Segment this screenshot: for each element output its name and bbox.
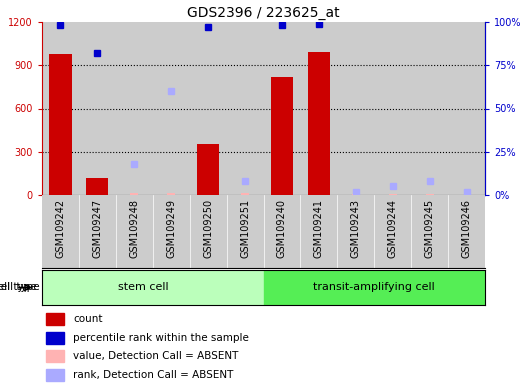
Bar [116, 22, 153, 195]
Bar [47, 332, 64, 344]
Bar [153, 195, 190, 268]
Text: GSM109242: GSM109242 [55, 199, 65, 258]
Bar [49, 55, 72, 195]
Text: GSM109251: GSM109251 [240, 199, 250, 258]
Bar [153, 22, 190, 195]
Text: GSM109247: GSM109247 [93, 199, 103, 258]
Text: GSM109246: GSM109246 [461, 199, 472, 258]
Text: GSM109248: GSM109248 [129, 199, 139, 258]
Text: cell type: cell type [0, 283, 40, 293]
Bar [42, 270, 264, 305]
Bar [226, 22, 264, 195]
Bar [116, 195, 153, 268]
Bar [190, 195, 226, 268]
Text: value, Detection Call = ABSENT: value, Detection Call = ABSENT [73, 351, 238, 361]
Bar [374, 195, 411, 268]
Bar [300, 195, 337, 268]
Bar [47, 350, 64, 362]
Text: count: count [73, 314, 103, 324]
Bar [79, 22, 116, 195]
Bar [130, 193, 138, 195]
Bar [264, 22, 300, 195]
Bar [308, 52, 330, 195]
Bar [264, 195, 300, 268]
Bar [374, 22, 411, 195]
Bar [426, 194, 434, 195]
Text: GSM109249: GSM109249 [166, 199, 176, 258]
Bar [47, 313, 64, 325]
Bar [226, 195, 264, 268]
Text: stem cell: stem cell [118, 283, 169, 293]
Bar [79, 195, 116, 268]
Bar [264, 270, 485, 305]
Bar [411, 195, 448, 268]
Title: GDS2396 / 223625_at: GDS2396 / 223625_at [187, 6, 340, 20]
Bar [197, 144, 219, 195]
Bar [47, 369, 64, 381]
Bar [411, 22, 448, 195]
Bar [448, 195, 485, 268]
Text: percentile rank within the sample: percentile rank within the sample [73, 333, 249, 343]
Bar [389, 194, 396, 195]
Text: GSM109250: GSM109250 [203, 199, 213, 258]
Bar [167, 193, 175, 195]
Text: rank, Detection Call = ABSENT: rank, Detection Call = ABSENT [73, 370, 233, 380]
Text: GSM109241: GSM109241 [314, 199, 324, 258]
Text: GSM109240: GSM109240 [277, 199, 287, 258]
Bar [300, 22, 337, 195]
Bar [337, 22, 374, 195]
Bar [337, 195, 374, 268]
Text: GSM109245: GSM109245 [425, 199, 435, 258]
Bar [241, 193, 249, 195]
Bar [352, 194, 360, 195]
Text: GSM109244: GSM109244 [388, 199, 397, 258]
Bar [42, 22, 79, 195]
Bar [86, 178, 108, 195]
Bar [190, 22, 226, 195]
Bar [42, 195, 79, 268]
Bar [271, 77, 293, 195]
Text: GSM109243: GSM109243 [351, 199, 361, 258]
Text: cell type: cell type [0, 283, 37, 293]
Bar [448, 22, 485, 195]
Text: transit-amplifying cell: transit-amplifying cell [313, 283, 435, 293]
